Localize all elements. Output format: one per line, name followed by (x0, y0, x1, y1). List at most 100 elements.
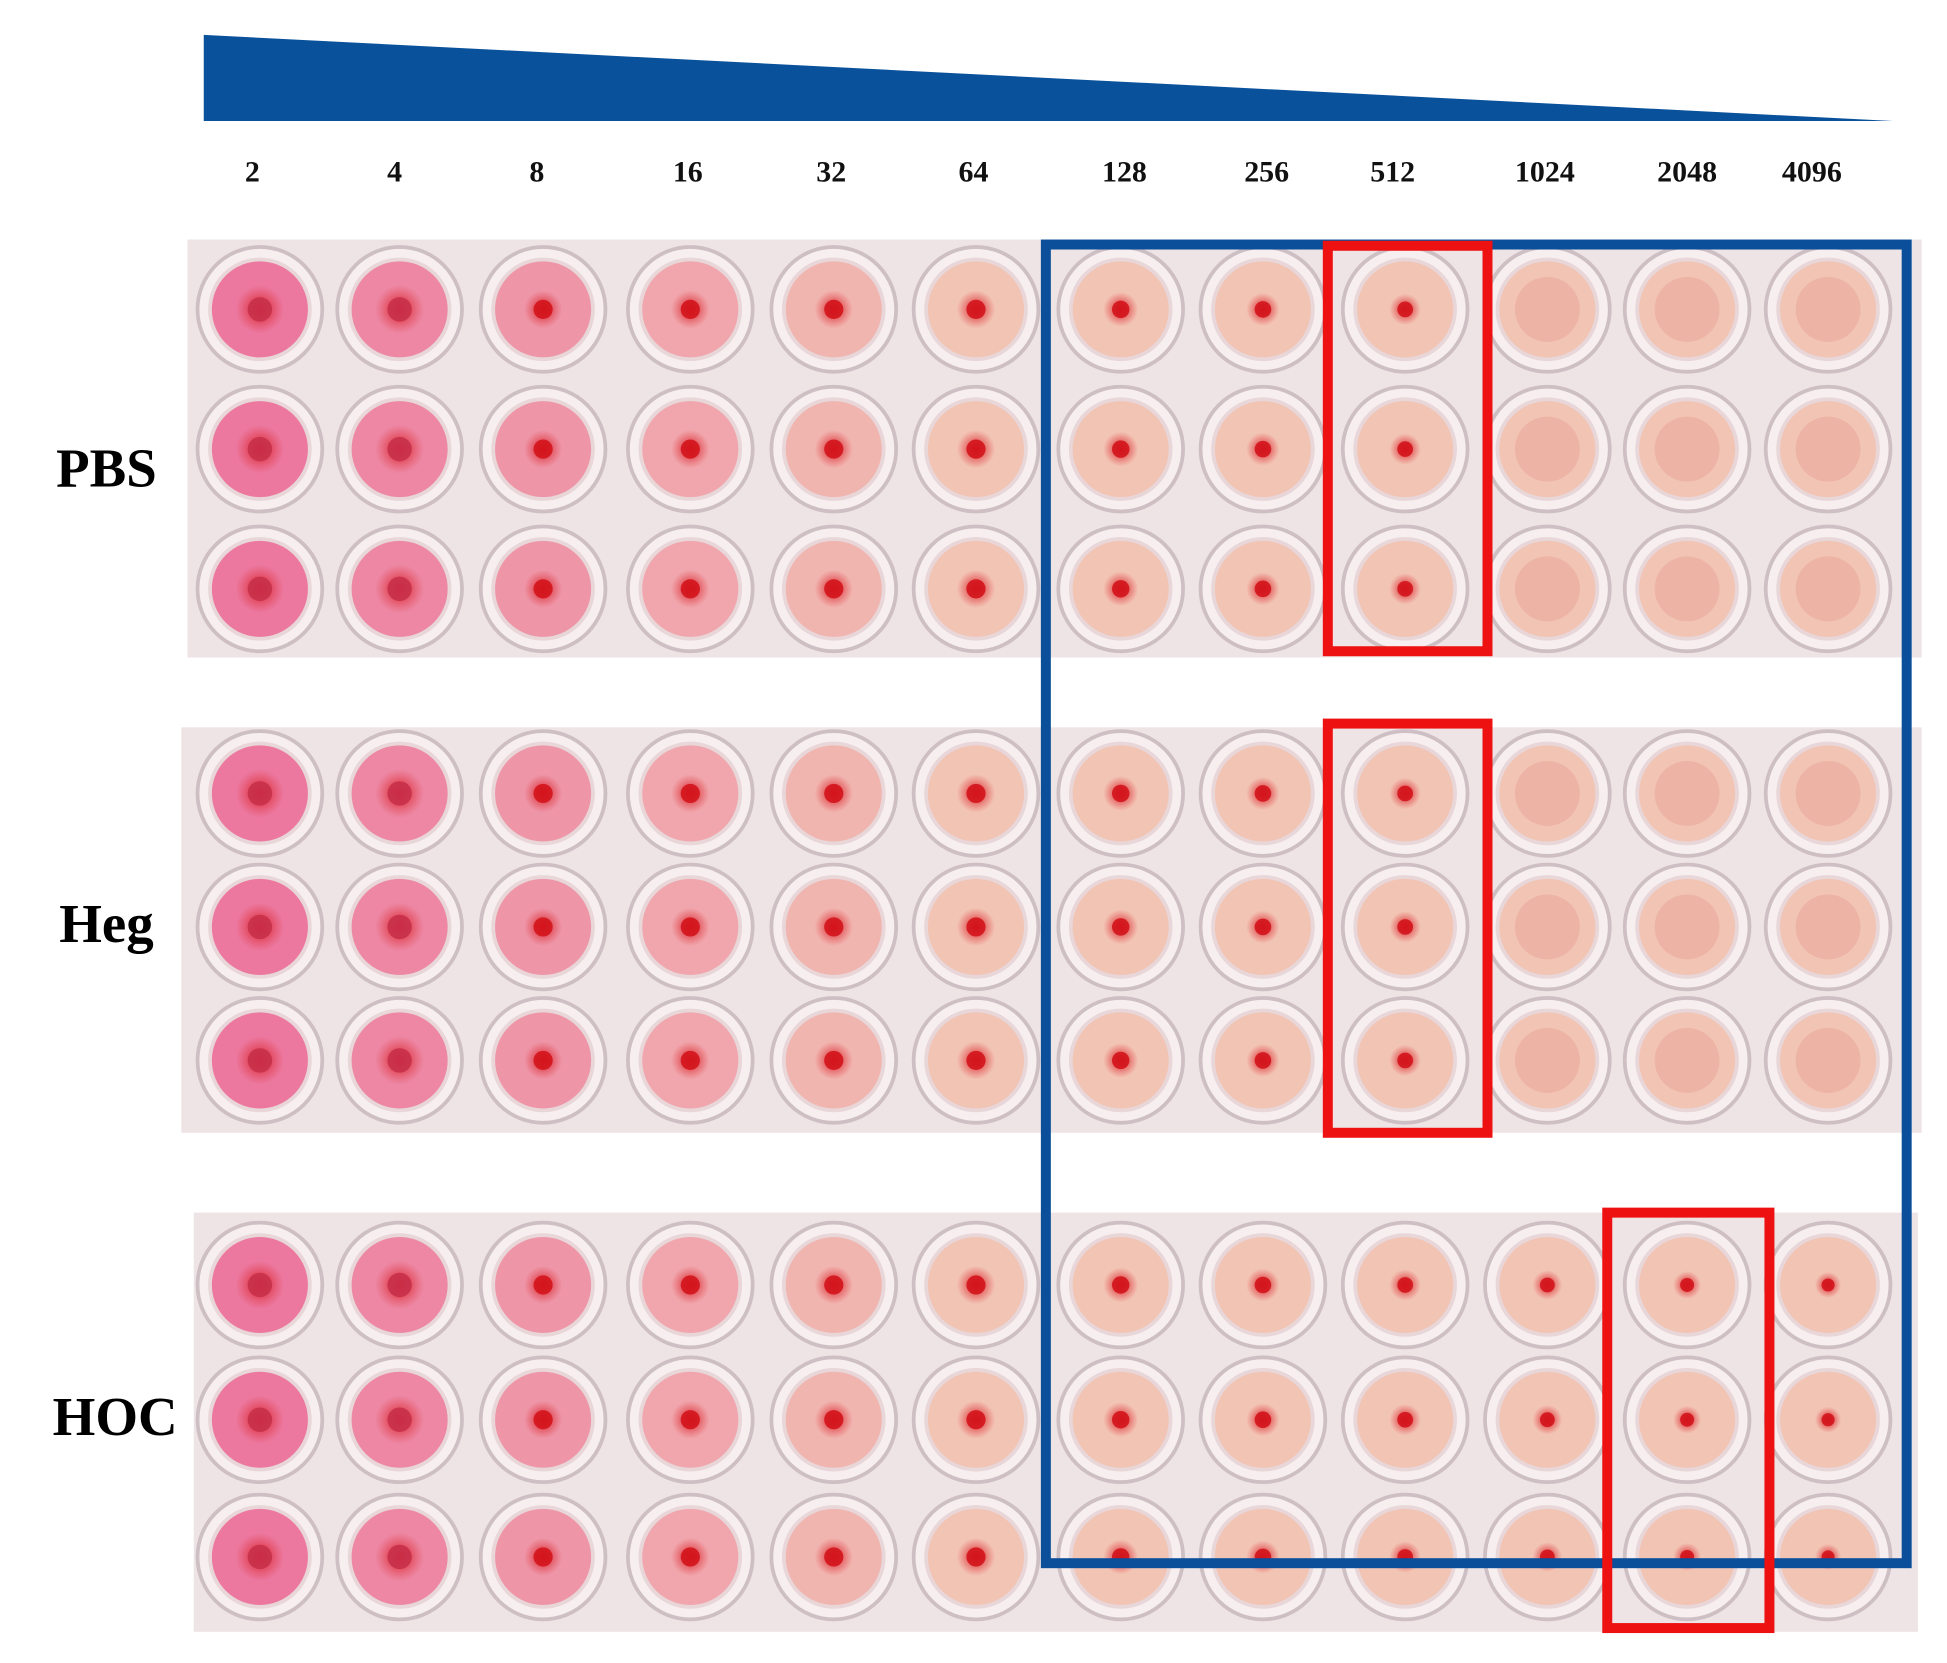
button-core (680, 1547, 700, 1567)
well (1495, 741, 1600, 846)
button-core (824, 299, 844, 320)
well (1635, 1008, 1739, 1113)
button-core (1821, 1278, 1835, 1292)
button-core (387, 1544, 412, 1570)
button-core (1397, 785, 1414, 802)
diffuse (1795, 1027, 1861, 1093)
dilution-label: 64 (959, 156, 989, 189)
button-core (966, 1050, 986, 1071)
button-core (1397, 580, 1414, 597)
button-core (533, 1410, 553, 1430)
diffuse (1654, 556, 1720, 622)
diffuse (1654, 894, 1720, 960)
button-core (1254, 918, 1272, 936)
button-core (966, 299, 986, 320)
diffuse (1654, 276, 1720, 342)
button-core (1254, 580, 1272, 598)
diffuse (1654, 761, 1720, 826)
button-core (533, 1275, 553, 1295)
button-core (1111, 1276, 1130, 1294)
button-core (1397, 1277, 1414, 1293)
button-core (1539, 1277, 1555, 1293)
button-core (1254, 301, 1272, 318)
button-core (247, 914, 273, 940)
button-core (824, 1410, 844, 1430)
button-core (1111, 440, 1130, 458)
button-core (1680, 1412, 1695, 1427)
well (1635, 537, 1739, 641)
red-frame (1322, 718, 1493, 1138)
button-core (387, 914, 412, 940)
dilution-label: 2 (245, 156, 260, 189)
well (1495, 1008, 1600, 1113)
button-core (247, 1272, 273, 1298)
button-core (680, 783, 700, 804)
button-core (1254, 1411, 1272, 1429)
well (1635, 397, 1739, 501)
button-core (247, 781, 273, 806)
button-core (533, 579, 553, 599)
well (1495, 397, 1600, 501)
button-core (1397, 301, 1414, 318)
button-core (680, 1275, 700, 1295)
dilution-label: 1024 (1515, 156, 1575, 189)
dilution-gradient (203, 34, 1893, 122)
button-core (1397, 1052, 1414, 1069)
diffuse (1654, 416, 1720, 482)
button-core (824, 917, 844, 937)
button-core (824, 1050, 844, 1071)
red-frame (1602, 1207, 1775, 1634)
button-core (1397, 441, 1414, 457)
dilution-label: 512 (1370, 156, 1415, 189)
well (1635, 257, 1739, 362)
button-core (1680, 1278, 1695, 1292)
button-core (966, 783, 986, 804)
group-label: PBS (56, 438, 157, 499)
well (1495, 537, 1600, 641)
button-core (966, 917, 986, 937)
button-core (247, 1544, 273, 1570)
button-core (533, 917, 553, 937)
button-core (247, 436, 273, 462)
well (1776, 741, 1880, 846)
button-core (1254, 1276, 1272, 1294)
button-core (1111, 1410, 1130, 1429)
button-core (533, 1050, 553, 1071)
button-core (1254, 440, 1272, 458)
button-core (1397, 919, 1414, 935)
dilution-label: 2048 (1657, 156, 1717, 189)
diffuse (1514, 416, 1580, 482)
button-core (824, 579, 844, 599)
button-core (966, 579, 986, 599)
dilution-label: 4 (387, 156, 402, 189)
button-core (680, 1050, 700, 1071)
button-core (1111, 300, 1130, 319)
button-core (680, 439, 700, 459)
button-core (680, 917, 700, 937)
button-core (1254, 1052, 1272, 1069)
dilution-label: 256 (1244, 156, 1289, 189)
diffuse (1795, 556, 1861, 622)
button-core (247, 1048, 273, 1073)
button-core (1254, 785, 1272, 802)
dilution-label: 8 (529, 156, 544, 189)
button-core (1111, 1051, 1130, 1070)
well (1776, 397, 1880, 501)
button-core (966, 439, 986, 459)
button-core (247, 576, 273, 602)
button-core (966, 1275, 986, 1295)
button-core (387, 576, 412, 602)
button-core (387, 1407, 412, 1432)
well (1776, 1008, 1880, 1113)
button-core (1111, 580, 1130, 598)
button-core (966, 1547, 986, 1567)
dilution-label: 128 (1102, 156, 1147, 189)
dilution-label: 16 (673, 156, 703, 189)
well (1495, 875, 1600, 979)
diffuse (1795, 761, 1861, 826)
group-label: Heg (59, 893, 153, 954)
button-core (247, 1407, 273, 1432)
button-core (533, 439, 553, 459)
diffuse (1514, 1027, 1580, 1093)
